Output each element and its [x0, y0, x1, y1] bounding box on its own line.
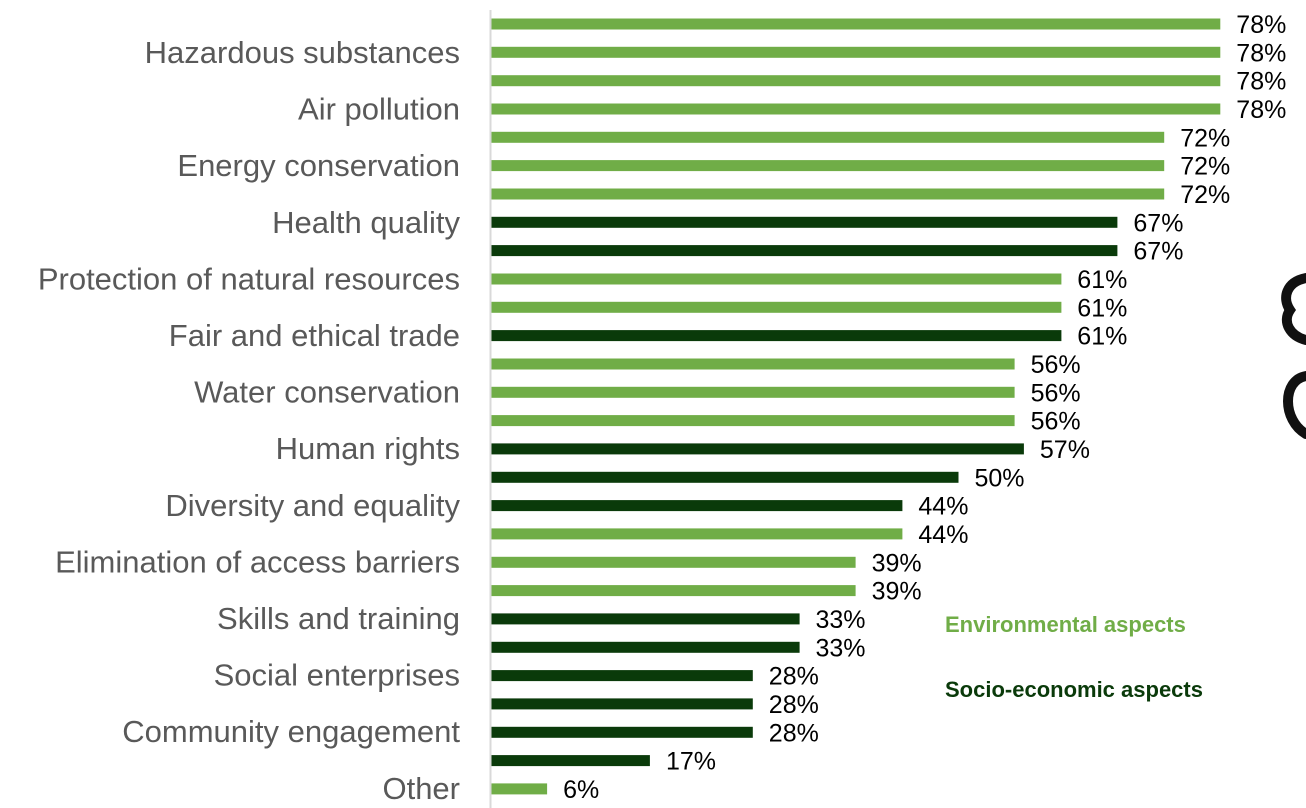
bar-3 — [491, 75, 1221, 87]
category-label-11: Skills and training — [217, 601, 460, 636]
value-label-20: 39% — [872, 549, 922, 577]
value-label-4: 78% — [1236, 96, 1286, 124]
bar-11 — [491, 301, 1062, 313]
bar-25 — [491, 698, 753, 710]
bar-7 — [491, 188, 1165, 200]
value-label-25: 28% — [769, 691, 819, 719]
value-label-15: 56% — [1031, 408, 1081, 436]
value-label-3: 78% — [1236, 68, 1286, 96]
bar-10 — [491, 273, 1062, 285]
bar-16 — [491, 443, 1024, 455]
value-label-17: 50% — [975, 464, 1025, 492]
value-label-22: 33% — [816, 606, 866, 634]
value-label-7: 72% — [1180, 181, 1230, 209]
bar-2 — [491, 46, 1221, 58]
category-label-5: Protection of natural resources — [38, 261, 460, 296]
legend-environmental: Environmental aspects — [945, 612, 1186, 637]
value-label-13: 56% — [1031, 351, 1081, 379]
category-label-10: Elimination of access barriers — [55, 544, 460, 579]
bar-23 — [491, 641, 800, 653]
value-label-28: 6% — [563, 776, 599, 804]
bar-8 — [491, 216, 1118, 228]
value-label-18: 44% — [918, 493, 968, 521]
bar-28 — [491, 783, 548, 795]
bar-18 — [491, 500, 903, 512]
bar-19 — [491, 528, 903, 540]
value-label-23: 33% — [816, 634, 866, 662]
category-label-8: Human rights — [276, 431, 460, 466]
value-label-10: 61% — [1077, 266, 1127, 294]
value-label-6: 72% — [1180, 153, 1230, 181]
bar-6 — [491, 160, 1165, 172]
category-label-9: Diversity and equality — [165, 488, 460, 523]
category-label-4: Health quality — [272, 205, 460, 240]
value-label-27: 17% — [666, 748, 716, 776]
value-label-11: 61% — [1077, 294, 1127, 322]
value-label-26: 28% — [769, 719, 819, 747]
bar-4 — [491, 103, 1221, 115]
value-label-21: 39% — [872, 578, 922, 606]
category-label-3: Energy conservation — [177, 148, 460, 183]
value-labels: 78%78%78%78%72%72%72%67%67%61%61%61%56%5… — [563, 11, 1286, 804]
value-label-1: 78% — [1236, 11, 1286, 39]
value-label-19: 44% — [918, 521, 968, 549]
cartoon-mascot-icon — [1281, 273, 1306, 439]
bars — [491, 18, 1221, 795]
value-label-14: 56% — [1031, 379, 1081, 407]
category-label-6: Fair and ethical trade — [169, 318, 460, 353]
bar-21 — [491, 585, 856, 597]
bar-20 — [491, 556, 856, 568]
value-label-24: 28% — [769, 663, 819, 691]
bar-12 — [491, 330, 1062, 342]
bar-13 — [491, 358, 1015, 370]
category-label-13: Community engagement — [122, 714, 460, 749]
bar-26 — [491, 726, 753, 738]
category-labels: Hazardous substances Air pollution Energy … — [38, 35, 461, 806]
bar-9 — [491, 245, 1118, 257]
legend-socio-economic: Socio-economic aspects — [945, 677, 1203, 702]
value-label-5: 72% — [1180, 124, 1230, 152]
value-label-12: 61% — [1077, 323, 1127, 351]
legend: Environmental aspects Socio-economic asp… — [945, 612, 1203, 702]
value-label-2: 78% — [1236, 39, 1286, 67]
category-label-7: Water conservation — [194, 375, 460, 410]
bar-14 — [491, 386, 1015, 398]
value-label-16: 57% — [1040, 436, 1090, 464]
category-label-12: Social enterprises — [214, 658, 460, 693]
bar-24 — [491, 670, 753, 682]
bar-22 — [491, 613, 800, 625]
value-label-8: 67% — [1133, 209, 1183, 237]
bar-15 — [491, 415, 1015, 427]
category-label-14: Other — [382, 771, 460, 806]
bar-1 — [491, 18, 1221, 30]
value-label-9: 67% — [1133, 238, 1183, 266]
bar-17 — [491, 471, 959, 483]
category-label-2: Air pollution — [298, 92, 460, 127]
bar-27 — [491, 755, 650, 767]
bar-5 — [491, 131, 1165, 143]
category-label-1: Hazardous substances — [145, 35, 460, 70]
